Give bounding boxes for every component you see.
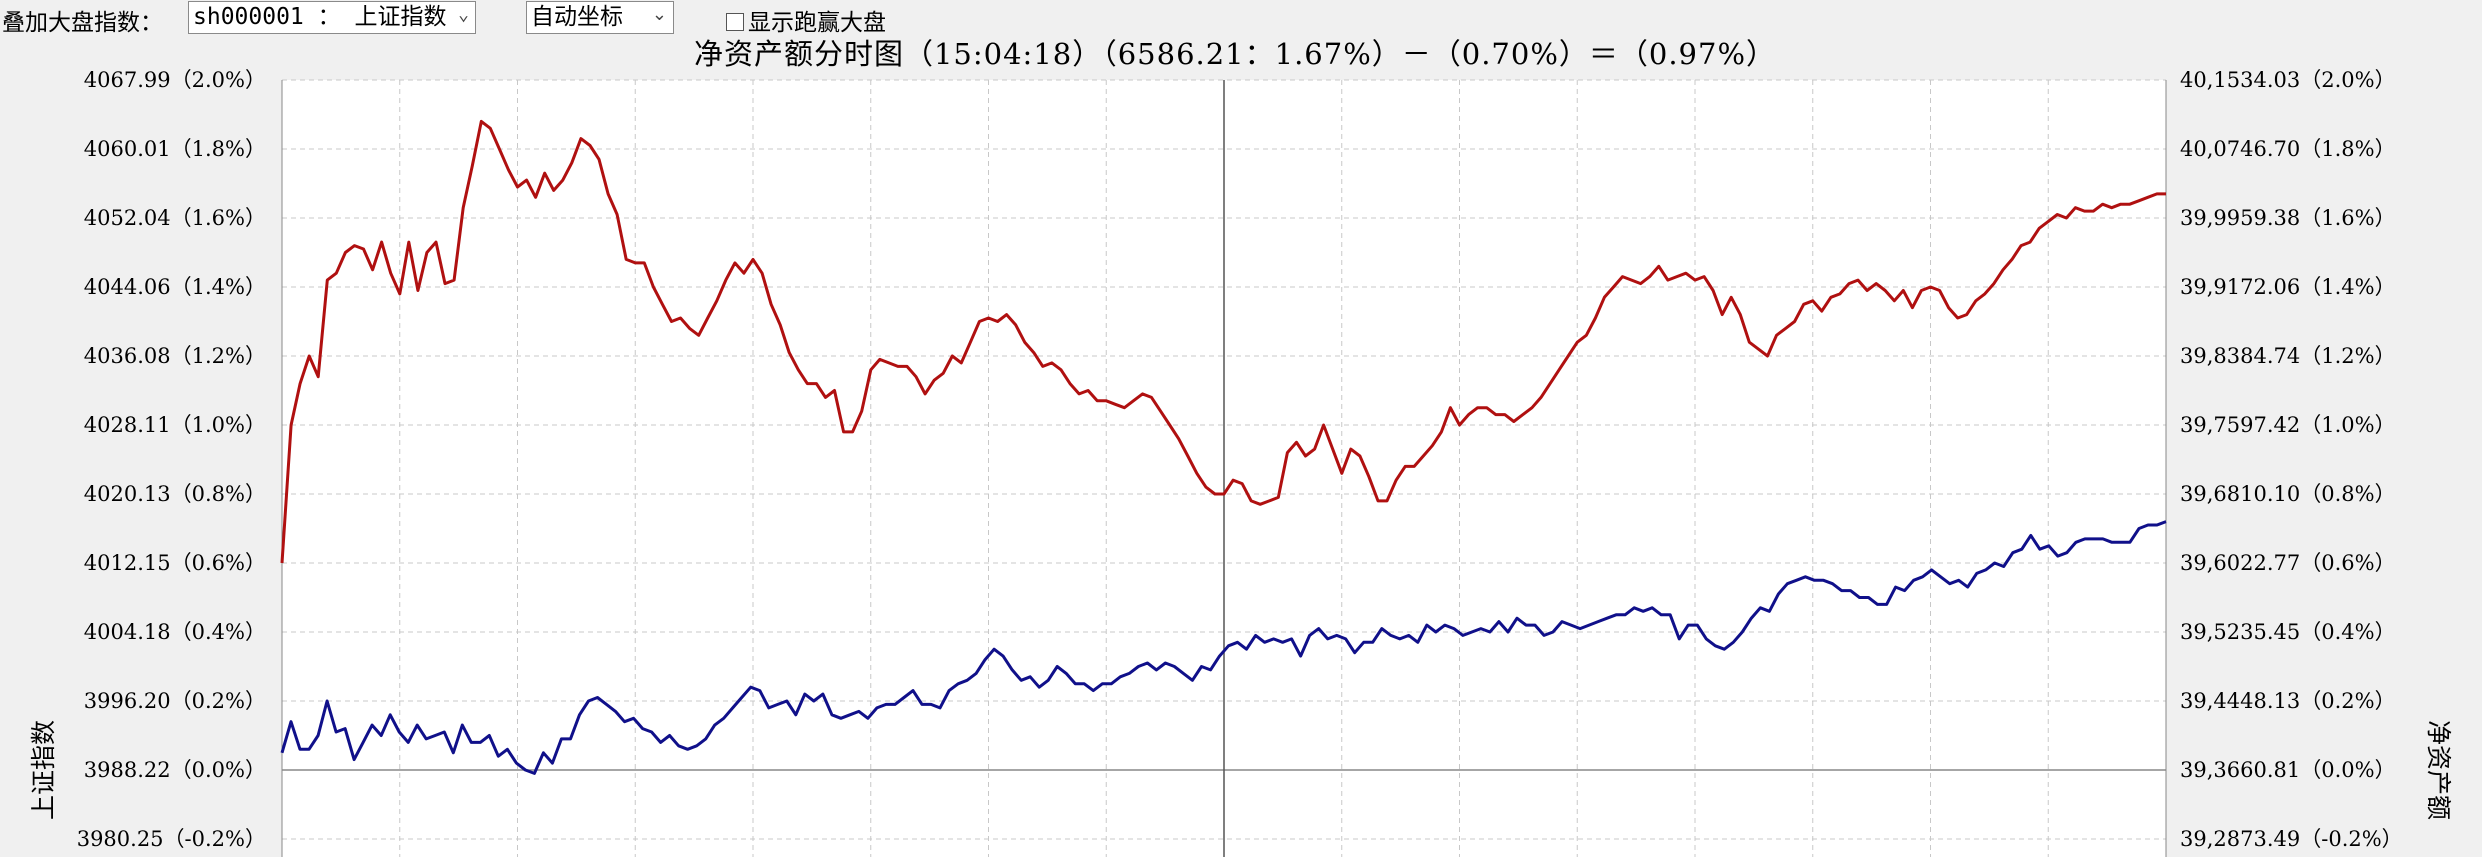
left-tick-label: 3988.22（0.0%） <box>84 758 266 782</box>
right-tick-label: 39,3660.81（0.0%） <box>2180 758 2396 782</box>
right-tick-label: 40,0746.70（1.8%） <box>2180 137 2396 161</box>
toolbar: 叠加大盘指数： sh000001 ： 上证指数 ⌄ 自动坐标 ⌄ 显示跑赢大盘 <box>0 0 2482 40</box>
net-asset-series-line <box>280 119 2166 564</box>
left-tick-label: 4060.01（1.8%） <box>84 137 266 161</box>
show-outperform-label: 显示跑赢大盘 <box>748 10 886 36</box>
left-tick-label: 4012.15（0.6%） <box>84 551 266 575</box>
left-tick-label: 3996.20（0.2%） <box>84 689 266 713</box>
left-tick-label: 4052.04（1.6%） <box>84 206 266 230</box>
left-tick-label: 4020.13（0.8%） <box>84 482 266 506</box>
show-outperform-checkbox[interactable]: 显示跑赢大盘 <box>726 3 886 37</box>
right-tick-label: 39,9959.38（1.6%） <box>2180 206 2396 230</box>
coordinate-mode-select[interactable]: 自动坐标 ⌄ <box>526 1 674 34</box>
right-tick-label: 39,6022.77（0.6%） <box>2180 551 2396 575</box>
left-tick-label: 4004.18（0.4%） <box>84 620 266 644</box>
coordinate-mode-value: 自动坐标 <box>531 4 623 30</box>
right-tick-label: 39,2873.49（-0.2%） <box>2180 827 2403 851</box>
right-tick-label: 39,6810.10（0.8%） <box>2180 482 2396 506</box>
right-tick-label: 39,8384.74（1.2%） <box>2180 344 2396 368</box>
right-tick-label: 39,9172.06（1.4%） <box>2180 275 2396 299</box>
chart-title: 净资产额分时图（15:04:18）（6586.21：1.67%）－（0.70%）… <box>694 37 1776 71</box>
left-tick-label: 4044.06（1.4%） <box>84 275 266 299</box>
right-tick-label: 40,1534.03（2.0%） <box>2180 68 2396 92</box>
left-tick-label: 4028.11（1.0%） <box>84 413 266 437</box>
chevron-down-icon: ⌄ <box>458 4 469 25</box>
checkbox-icon <box>726 13 744 31</box>
right-tick-label: 39,7597.42（1.0%） <box>2180 413 2396 437</box>
left-tick-label: 4067.99（2.0%） <box>84 68 266 92</box>
index-series-line <box>280 520 2167 775</box>
chevron-down-icon: ⌄ <box>651 4 667 25</box>
right-tick-label: 39,4448.13（0.2%） <box>2180 689 2396 713</box>
left-tick-label: 4036.08（1.2%） <box>84 344 266 368</box>
overlay-index-label: 叠加大盘指数： <box>2 10 163 36</box>
left-tick-label: 3980.25（-0.2%） <box>77 827 266 851</box>
index-select[interactable]: sh000001 ： 上证指数 ⌄ <box>188 1 476 34</box>
right-tick-label: 39,5235.45（0.4%） <box>2180 620 2396 644</box>
index-select-value: sh000001 ： 上证指数 <box>193 4 447 30</box>
left-axis-title: 上证指数 <box>29 720 58 820</box>
right-axis-title: 净资产额 <box>2424 720 2453 820</box>
